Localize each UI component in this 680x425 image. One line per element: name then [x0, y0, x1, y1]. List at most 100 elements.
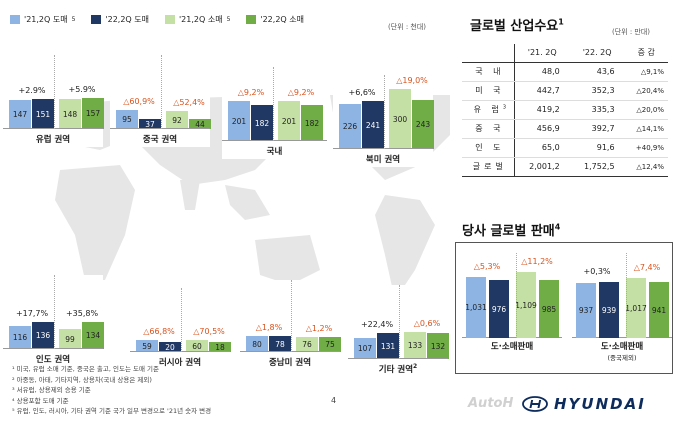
region-bars: 116 136 99 134 — [3, 279, 104, 349]
footnote: ³ 서유럽, 상용제외 승용 기준 — [12, 386, 91, 394]
region-bar: 76 — [296, 337, 318, 352]
sales-baseline — [572, 337, 672, 338]
region-bar: 201 — [278, 101, 300, 141]
sales-bar: 985 — [539, 280, 559, 338]
demand-value-2022: 335,3 — [569, 100, 625, 120]
footnote: ² 아중동, 아태, 기타지역, 상용차(국내 상용은 제외) — [12, 375, 152, 384]
demand-change: △12,4% — [624, 156, 668, 177]
region-title: 국내 — [222, 145, 327, 157]
region-divider — [399, 285, 400, 359]
demand-region-label: 글로벌 — [472, 162, 507, 171]
legend-footnote-mark: 5 — [71, 16, 76, 23]
sales-bar: 1,017 — [625, 278, 647, 338]
region-retail-change: △52,4% — [173, 98, 205, 107]
region-bar: 132 — [427, 333, 449, 359]
region-bar: 78 — [269, 336, 291, 352]
region-chart-china: 95 37 92 44 △60,9% △52,4% 중국 권역 — [110, 55, 211, 147]
demand-unit: (단위 : 만대) — [612, 28, 651, 36]
region-retail-change: △0,6% — [413, 319, 441, 328]
map-africa — [55, 165, 135, 280]
region-title: 기타 권역2 — [348, 363, 448, 375]
region-bar: 182 — [301, 105, 323, 141]
region-wholesale-change: △60,9% — [123, 97, 155, 106]
footnote: ⁴ 상용포함 도매 기준 — [12, 396, 69, 405]
region-retail-change: △1,2% — [305, 324, 333, 333]
legend-item: '22,2Q 소매 — [246, 14, 304, 25]
sales-wholesale-change: △5,3% — [473, 262, 501, 271]
region-bar: 107 — [354, 338, 376, 359]
region-retail-change: △9,2% — [287, 88, 315, 97]
sales-bar: 1,109 — [515, 272, 537, 338]
region-bar: 134 — [82, 322, 104, 349]
demand-value-2021: 48,0 — [513, 62, 570, 82]
sales-group-divider — [626, 253, 627, 338]
demand-header: '22. 2Q — [569, 44, 625, 63]
footnotes: ¹ 미국, 유럽 소매 기준, 중국은 출고, 인도는 도매 기준 ² 아중동, … — [12, 364, 211, 417]
demand-row: 인 도 65,0 91,6 +40,9% — [462, 138, 668, 158]
watermark: AutoH — [468, 396, 514, 411]
page-number: 4 — [331, 396, 337, 405]
region-bars: 107 131 133 132 — [348, 289, 449, 359]
region-chart-korea: 201 182 201 182 △9,2% △9,2% 국내 — [222, 67, 327, 159]
footnote: ¹ 미국, 유럽 소매 기준, 중국은 출고, 인도는 도매 기준 — [12, 365, 159, 373]
sales-baseline — [462, 337, 562, 338]
legend-item: '21,2Q 소매 5 — [164, 14, 230, 25]
region-name: 인도 권역 — [35, 355, 71, 365]
region-bars: 80 78 76 75 — [240, 282, 341, 352]
region-divider — [273, 67, 274, 141]
sales-wholesale-change: +0,3% — [583, 267, 611, 276]
demand-value-2022: 91,6 — [569, 138, 625, 158]
region-bars: 147 151 148 157 — [3, 59, 104, 129]
region-bars: 59 20 60 18 — [130, 282, 231, 352]
region-bar: 157 — [82, 98, 104, 129]
demand-footnote-mark: 3 — [502, 104, 507, 111]
region-chart-india: 116 136 99 134 +17,7% +35,8% 인도 권역 — [3, 275, 104, 367]
region-divider — [161, 55, 162, 129]
region-divider — [291, 280, 292, 352]
demand-row: 국 내 48,0 43,6 △9,1% — [462, 62, 668, 82]
region-bar: 18 — [209, 342, 231, 352]
demand-value-2022: 43,6 — [569, 62, 625, 82]
region-chart-latin-america: 80 78 76 75 △1,8% △1,2% 중남미 권역 — [240, 280, 341, 370]
demand-change: △20,0% — [624, 100, 668, 120]
region-wholesale-change: +17,7% — [15, 309, 49, 318]
region-chart-europe: 147 151 148 157 +2.9% +5.9% 유럽 권역 — [3, 55, 104, 147]
legend-label: '22,2Q 도매 — [105, 15, 149, 24]
region-bar: 59 — [136, 340, 158, 352]
demand-value-2022: 392,7 — [569, 119, 625, 139]
demand-row: 글로벌 2,001,2 1,752,5 △12,4% — [462, 156, 668, 177]
sales-bar: 1,031 — [465, 277, 487, 338]
region-divider — [181, 288, 182, 352]
demand-change: △14,1% — [624, 119, 668, 139]
demand-title: 글로벌 산업수요1 — [470, 17, 564, 34]
region-divider — [384, 75, 385, 149]
demand-change: △9,1% — [624, 62, 668, 82]
region-baseline — [110, 128, 210, 129]
region-retail-change: △70,5% — [193, 327, 225, 336]
map-south-america — [375, 195, 435, 300]
demand-value-2022: 1,752,5 — [569, 156, 625, 177]
region-footnote-mark: 2 — [413, 363, 418, 371]
region-bar: 182 — [251, 105, 273, 141]
region-bar: 136 — [32, 322, 54, 349]
region-baseline — [3, 348, 103, 349]
demand-region: 미 국 — [462, 81, 515, 101]
demand-value-2022: 352,3 — [569, 81, 625, 101]
demand-region: 중 국 — [462, 119, 515, 139]
demand-region-label: 국 내 — [475, 67, 505, 76]
region-bar: 92 — [166, 111, 188, 129]
region-wholesale-change: +22,4% — [360, 320, 394, 329]
region-bar: 60 — [186, 340, 208, 352]
hyundai-logo: HYUNDAI — [522, 395, 646, 413]
region-bars: 226 241 300 243 — [333, 79, 434, 149]
region-divider — [54, 55, 55, 129]
region-bar: 148 — [59, 99, 81, 129]
demand-row: 미 국 442,7 352,3 △20,4% — [462, 81, 668, 101]
region-retail-change: △19,0% — [396, 76, 428, 85]
region-baseline — [130, 351, 230, 352]
region-divider — [54, 275, 55, 349]
region-baseline — [348, 358, 448, 359]
region-chart-north-america: 226 241 300 243 +6,6% △19,0% 북미 권역 — [333, 75, 434, 167]
region-bars: 201 182 201 182 — [222, 71, 327, 141]
region-baseline — [333, 148, 433, 149]
